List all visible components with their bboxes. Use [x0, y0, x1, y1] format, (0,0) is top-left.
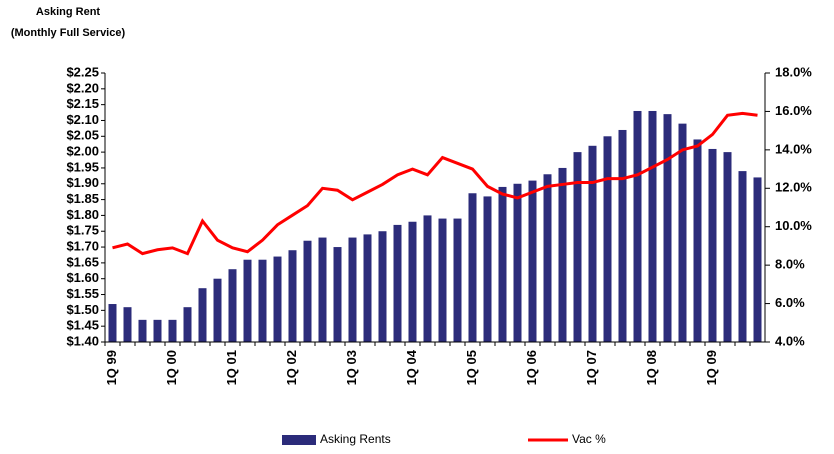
- y-tick-label: $2.20: [66, 80, 99, 95]
- bar: [528, 180, 537, 342]
- bar: [348, 237, 357, 342]
- bar: [138, 319, 147, 342]
- bar: [213, 278, 222, 342]
- y-tick-label: $1.65: [66, 254, 99, 269]
- bar: [573, 152, 582, 342]
- y-tick-label: $1.90: [66, 175, 99, 190]
- y-tick-label: $1.80: [66, 207, 99, 222]
- bar: [153, 319, 162, 342]
- y-tick-label: $1.70: [66, 238, 99, 253]
- y-tick-label: $1.95: [66, 159, 99, 174]
- y2-tick-label: 10.0%: [775, 218, 812, 233]
- bar: [588, 145, 597, 342]
- bar: [258, 259, 267, 342]
- bar: [603, 136, 612, 342]
- bar: [693, 139, 702, 342]
- bar: [168, 319, 177, 342]
- y-tick-label: $2.15: [66, 96, 99, 111]
- x-tick-label: 1Q 08: [644, 350, 659, 385]
- bar: [423, 215, 432, 342]
- y-tick-label: $2.00: [66, 144, 99, 159]
- bar: [648, 110, 657, 342]
- y2-tick-label: 6.0%: [775, 295, 805, 310]
- x-tick-label: 1Q 03: [344, 350, 359, 385]
- bar: [438, 218, 447, 342]
- x-tick-label: 1Q 04: [404, 349, 419, 385]
- bar: [513, 183, 522, 342]
- y-tick-label: $2.10: [66, 112, 99, 127]
- y-tick-label: $1.45: [66, 318, 99, 333]
- bar: [663, 114, 672, 342]
- bar: [633, 110, 642, 342]
- y-tick-label: $2.25: [66, 64, 99, 79]
- bar: [318, 237, 327, 342]
- bar: [303, 240, 312, 342]
- bar: [333, 247, 342, 342]
- legend-swatch: [282, 435, 316, 445]
- x-tick-label: 1Q 06: [524, 350, 539, 385]
- y-tick-label: $1.85: [66, 191, 99, 206]
- bar: [708, 148, 717, 342]
- y-tick-label: $1.60: [66, 270, 99, 285]
- y2-tick-label: 18.0%: [775, 64, 812, 79]
- bar: [753, 177, 762, 342]
- y-tick-label: $1.50: [66, 302, 99, 317]
- y2-tick-label: 16.0%: [775, 103, 812, 118]
- bar: [408, 221, 417, 342]
- bar: [288, 250, 297, 342]
- bar: [618, 129, 627, 342]
- chart-subtitle: (Monthly Full Service): [11, 27, 126, 39]
- x-tick-label: 1Q 05: [464, 350, 479, 385]
- y2-tick-label: 4.0%: [775, 333, 805, 348]
- x-tick-label: 1Q 02: [284, 350, 299, 385]
- bar: [108, 304, 117, 342]
- x-tick-label: 1Q 07: [584, 350, 599, 385]
- y-tick-label: $2.05: [66, 128, 99, 143]
- bar: [678, 123, 687, 343]
- y2-tick-label: 14.0%: [775, 141, 812, 156]
- vacancy-line: [112, 111, 758, 256]
- y-tick-label: $1.55: [66, 286, 99, 301]
- legend-label: Vac %: [572, 432, 606, 446]
- bar: [393, 224, 402, 342]
- bar: [558, 167, 567, 342]
- x-tick-label: 1Q 01: [224, 350, 239, 385]
- x-tick-label: 1Q 00: [164, 350, 179, 385]
- bar: [468, 193, 477, 342]
- y2-tick-label: 8.0%: [775, 257, 805, 272]
- bar: [723, 152, 732, 342]
- y-tick-label: $1.40: [66, 333, 99, 348]
- bar: [363, 234, 372, 342]
- bar: [498, 186, 507, 342]
- bar: [543, 174, 552, 342]
- bar: [183, 307, 192, 342]
- legend-label: Asking Rents: [320, 432, 391, 446]
- bar: [123, 307, 132, 342]
- x-tick-label: 1Q 09: [704, 350, 719, 385]
- bar: [738, 171, 747, 342]
- bar: [228, 269, 237, 342]
- bar: [198, 288, 207, 342]
- chart-title: Asking Rent: [36, 6, 101, 18]
- bar: [273, 256, 282, 342]
- bar: [483, 196, 492, 342]
- bar: [243, 259, 252, 342]
- bar: [453, 218, 462, 342]
- y2-tick-label: 12.0%: [775, 180, 812, 195]
- x-tick-label: 1Q 99: [104, 350, 119, 385]
- y-tick-label: $1.75: [66, 223, 99, 238]
- bar: [378, 231, 387, 342]
